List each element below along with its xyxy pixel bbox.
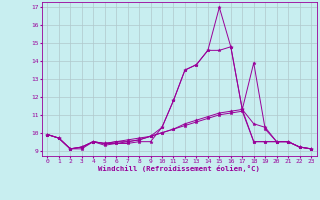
X-axis label: Windchill (Refroidissement éolien,°C): Windchill (Refroidissement éolien,°C) [98, 165, 260, 172]
